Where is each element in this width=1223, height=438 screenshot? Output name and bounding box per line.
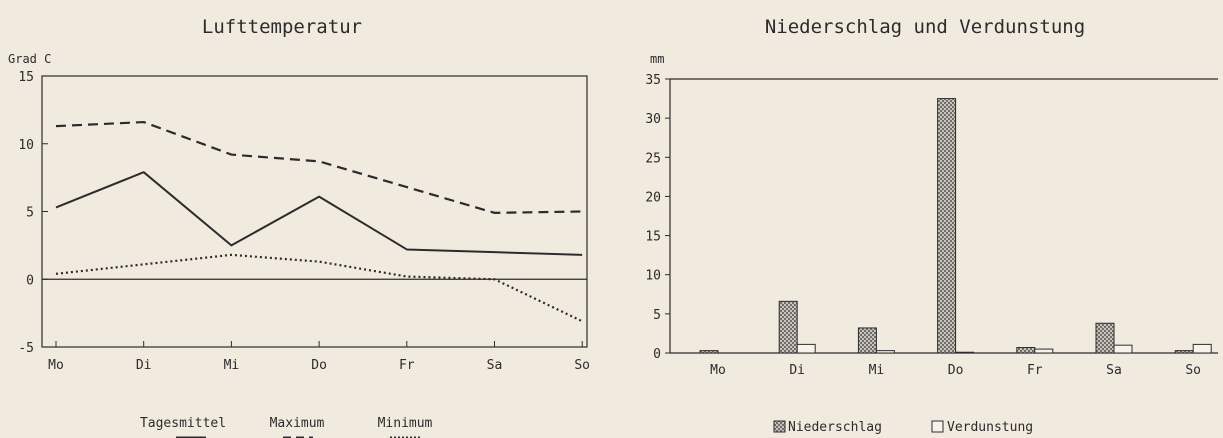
bar-verdunstung xyxy=(875,350,895,354)
precipitation-y-tick-label: 10 xyxy=(645,269,661,284)
temperature-y-tick-label: 10 xyxy=(18,138,34,153)
legend-label-maximum: Maximum xyxy=(270,416,325,431)
bar-verdunstung xyxy=(1192,343,1212,354)
legend-label-verdunstung: Verdunstung xyxy=(947,420,1033,435)
bar-verdunstung xyxy=(1034,348,1054,354)
bar-niederschlag xyxy=(778,300,798,354)
precipitation-y-tick-label: 25 xyxy=(645,151,661,166)
series-line-maximum xyxy=(55,120,583,214)
temperature-x-tick-label: Di xyxy=(136,358,152,373)
temperature-chart-title: Lufttemperatur xyxy=(202,16,362,38)
legend-swatch-verdunstung xyxy=(931,420,944,433)
temperature-chart: Lufttemperatur Grad C 15 10 5 0 -5 Mo Di Mi Do F… xyxy=(8,16,590,438)
precipitation-x-tick-label: Do xyxy=(948,363,964,378)
series-line-tagesmittel xyxy=(55,171,583,256)
temperature-y-tick-label: 5 xyxy=(26,206,34,221)
precipitation-legend: Niederschlag Verdunstung xyxy=(773,420,1033,435)
temperature-x-tick-label: Sa xyxy=(487,358,503,373)
precipitation-y-tick-label: 5 xyxy=(653,308,661,323)
temperature-x-tick-label: Fr xyxy=(399,358,415,373)
precipitation-chart-title: Niederschlag und Verdunstung xyxy=(765,16,1085,38)
temperature-y-tick-label: 0 xyxy=(26,273,34,288)
bar-niederschlag xyxy=(857,327,877,354)
precipitation-x-tick-label: Mo xyxy=(710,363,726,378)
temperature-x-tick-label: Do xyxy=(311,358,327,373)
temperature-y-axis-label: Grad C xyxy=(8,52,51,66)
bar-niederschlag xyxy=(1174,350,1194,354)
precipitation-y-tick-label: 20 xyxy=(645,190,661,205)
bar-niederschlag xyxy=(937,98,957,354)
bar-niederschlag xyxy=(1095,322,1115,354)
precipitation-y-tick-label: 35 xyxy=(645,73,661,88)
precipitation-y-axis-label: mm xyxy=(650,52,664,66)
bar-niederschlag xyxy=(1016,347,1036,354)
legend-label-minimum: Minimum xyxy=(378,416,433,431)
legend-label-niederschlag: Niederschlag xyxy=(788,420,882,435)
temperature-y-tick-label: -5 xyxy=(18,341,34,356)
temperature-x-tick-label: So xyxy=(574,358,590,373)
temperature-y-tick-label: 15 xyxy=(18,70,34,85)
precipitation-y-tick-label: 30 xyxy=(645,112,661,127)
bar-verdunstung xyxy=(955,351,975,354)
precipitation-x-tick-label: Sa xyxy=(1106,363,1122,378)
precipitation-y-tick-label: 15 xyxy=(645,230,661,245)
series-line-minimum xyxy=(55,253,583,323)
precipitation-x-tick-label: Mi xyxy=(869,363,885,378)
precipitation-chart: Niederschlag und Verdunstung mm 35 30 25 20… xyxy=(645,16,1218,435)
precipitation-x-tick-label: Di xyxy=(789,363,805,378)
temperature-legend: Tagesmittel Maximum Minimum xyxy=(140,416,433,438)
precipitation-x-tick-label: Fr xyxy=(1027,363,1043,378)
bar-verdunstung xyxy=(796,343,816,354)
temperature-plot-frame xyxy=(41,75,588,348)
temperature-x-tick-label: Mo xyxy=(48,358,64,373)
bar-verdunstung xyxy=(1113,344,1133,354)
temperature-x-tick-label: Mi xyxy=(224,358,240,373)
precipitation-y-tick-label: 0 xyxy=(653,347,661,362)
legend-swatch-niederschlag xyxy=(773,420,786,433)
precipitation-x-tick-label: So xyxy=(1185,363,1201,378)
legend-label-tagesmittel: Tagesmittel xyxy=(140,416,226,431)
bar-niederschlag xyxy=(699,350,719,354)
